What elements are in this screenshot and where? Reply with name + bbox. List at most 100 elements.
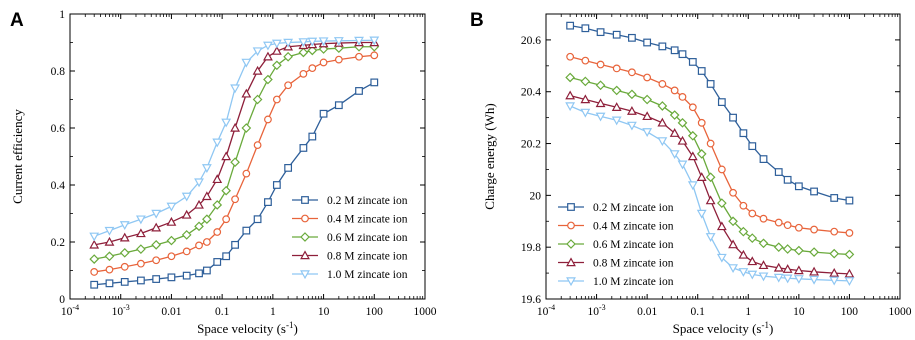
data-point bbox=[194, 178, 204, 188]
data-point bbox=[643, 38, 652, 47]
data-point bbox=[566, 21, 575, 30]
legend-label: 0.8 M zincate ion bbox=[327, 251, 408, 263]
x-tick-label: 10-3 bbox=[112, 303, 130, 318]
data-point bbox=[738, 226, 749, 237]
data-point bbox=[716, 253, 727, 263]
data-point bbox=[729, 113, 737, 122]
data-point bbox=[230, 157, 240, 168]
data-point bbox=[705, 172, 716, 183]
data-point bbox=[194, 199, 204, 209]
data-point bbox=[104, 226, 115, 236]
data-point bbox=[194, 221, 204, 232]
data-point bbox=[253, 141, 262, 150]
data-point bbox=[370, 51, 379, 60]
data-point bbox=[845, 196, 854, 205]
x-axis: 10-4 10-3 0.01 0.1 1 10 100 1000 bbox=[61, 14, 437, 318]
y-tick-label: 19.6 bbox=[521, 294, 541, 306]
data-point bbox=[182, 247, 191, 256]
y-tick-label: 19.8 bbox=[521, 242, 541, 254]
x-tick-label-base: 10 bbox=[793, 306, 805, 318]
data-point bbox=[182, 271, 191, 280]
x-tick-label: 10 bbox=[318, 306, 330, 318]
data-point bbox=[758, 238, 769, 249]
data-point bbox=[167, 252, 176, 261]
data-point bbox=[221, 185, 232, 196]
data-point bbox=[706, 80, 715, 88]
data-point bbox=[89, 239, 100, 249]
series-1 bbox=[566, 52, 854, 237]
data-point bbox=[136, 276, 145, 285]
legend-marker bbox=[300, 232, 310, 242]
data-point bbox=[90, 268, 99, 276]
data-point bbox=[307, 37, 318, 47]
data-point bbox=[222, 252, 231, 261]
x-tick-label-base: 10 bbox=[587, 306, 599, 318]
data-point bbox=[105, 265, 114, 274]
x-tick-label-exp: -4 bbox=[548, 303, 555, 312]
x-tick-label: 1000 bbox=[414, 306, 437, 318]
data-point bbox=[626, 106, 637, 115]
data-point bbox=[595, 98, 606, 108]
x-tick-label: 0.01 bbox=[161, 306, 181, 318]
data-point bbox=[151, 240, 162, 250]
data-point bbox=[611, 102, 622, 111]
data-point bbox=[135, 215, 146, 225]
x-tick-label: 1 bbox=[270, 306, 276, 318]
data-point bbox=[611, 116, 622, 126]
series-0 bbox=[90, 78, 379, 289]
data-point bbox=[105, 279, 114, 288]
x-tick-label-base: 100 bbox=[841, 306, 859, 318]
series-4 bbox=[565, 102, 855, 286]
data-point bbox=[670, 86, 679, 95]
legend: 0.2 M zincate ion 0.4 M zincate ion 0.6 M … bbox=[558, 202, 674, 288]
data-point bbox=[166, 202, 177, 212]
data-point bbox=[89, 232, 100, 242]
data-point bbox=[759, 155, 768, 163]
data-point bbox=[677, 117, 688, 128]
data-point bbox=[298, 47, 309, 58]
data-point bbox=[628, 68, 636, 77]
data-point bbox=[748, 209, 757, 218]
data-point bbox=[242, 226, 251, 235]
data-point bbox=[747, 256, 758, 266]
data-point bbox=[271, 45, 282, 55]
data-point bbox=[136, 259, 145, 268]
series-3 bbox=[89, 37, 380, 249]
data-point bbox=[626, 121, 637, 131]
data-point bbox=[773, 273, 784, 283]
data-point bbox=[90, 280, 99, 289]
data-point bbox=[263, 41, 273, 51]
data-point bbox=[642, 94, 652, 105]
data-point bbox=[136, 244, 146, 254]
legend-marker bbox=[566, 277, 576, 287]
data-point bbox=[759, 214, 768, 223]
data-point bbox=[642, 128, 653, 138]
x-tick-label: 0.1 bbox=[691, 306, 706, 318]
data-point bbox=[152, 275, 161, 283]
x-axis-title: Space velocity (s-1) bbox=[197, 320, 298, 336]
data-point bbox=[307, 45, 318, 56]
data-point bbox=[716, 198, 727, 208]
data-point bbox=[369, 36, 380, 46]
y-axis: 0 0.2 0.4 0.6 0.8 1 bbox=[51, 9, 425, 306]
data-point bbox=[231, 195, 239, 204]
data-point bbox=[283, 51, 293, 62]
data-point bbox=[705, 195, 716, 205]
data-point bbox=[794, 182, 803, 191]
data-point bbox=[783, 175, 792, 184]
data-point bbox=[241, 58, 252, 68]
data-point bbox=[595, 80, 606, 91]
x-tick-label-base: 10 bbox=[112, 306, 124, 318]
data-point bbox=[748, 142, 757, 151]
y-tick-label: 0 bbox=[59, 294, 65, 306]
data-point bbox=[181, 230, 192, 240]
data-point bbox=[830, 194, 839, 202]
y-tick-label: 20.2 bbox=[521, 139, 541, 151]
x-axis-title: Space velocity (s-1) bbox=[673, 320, 774, 336]
data-point bbox=[611, 85, 622, 96]
y-tick-label: 0.6 bbox=[51, 123, 66, 135]
data-point bbox=[334, 101, 343, 110]
data-point bbox=[782, 244, 793, 254]
data-point bbox=[810, 225, 818, 234]
data-point bbox=[104, 236, 115, 246]
